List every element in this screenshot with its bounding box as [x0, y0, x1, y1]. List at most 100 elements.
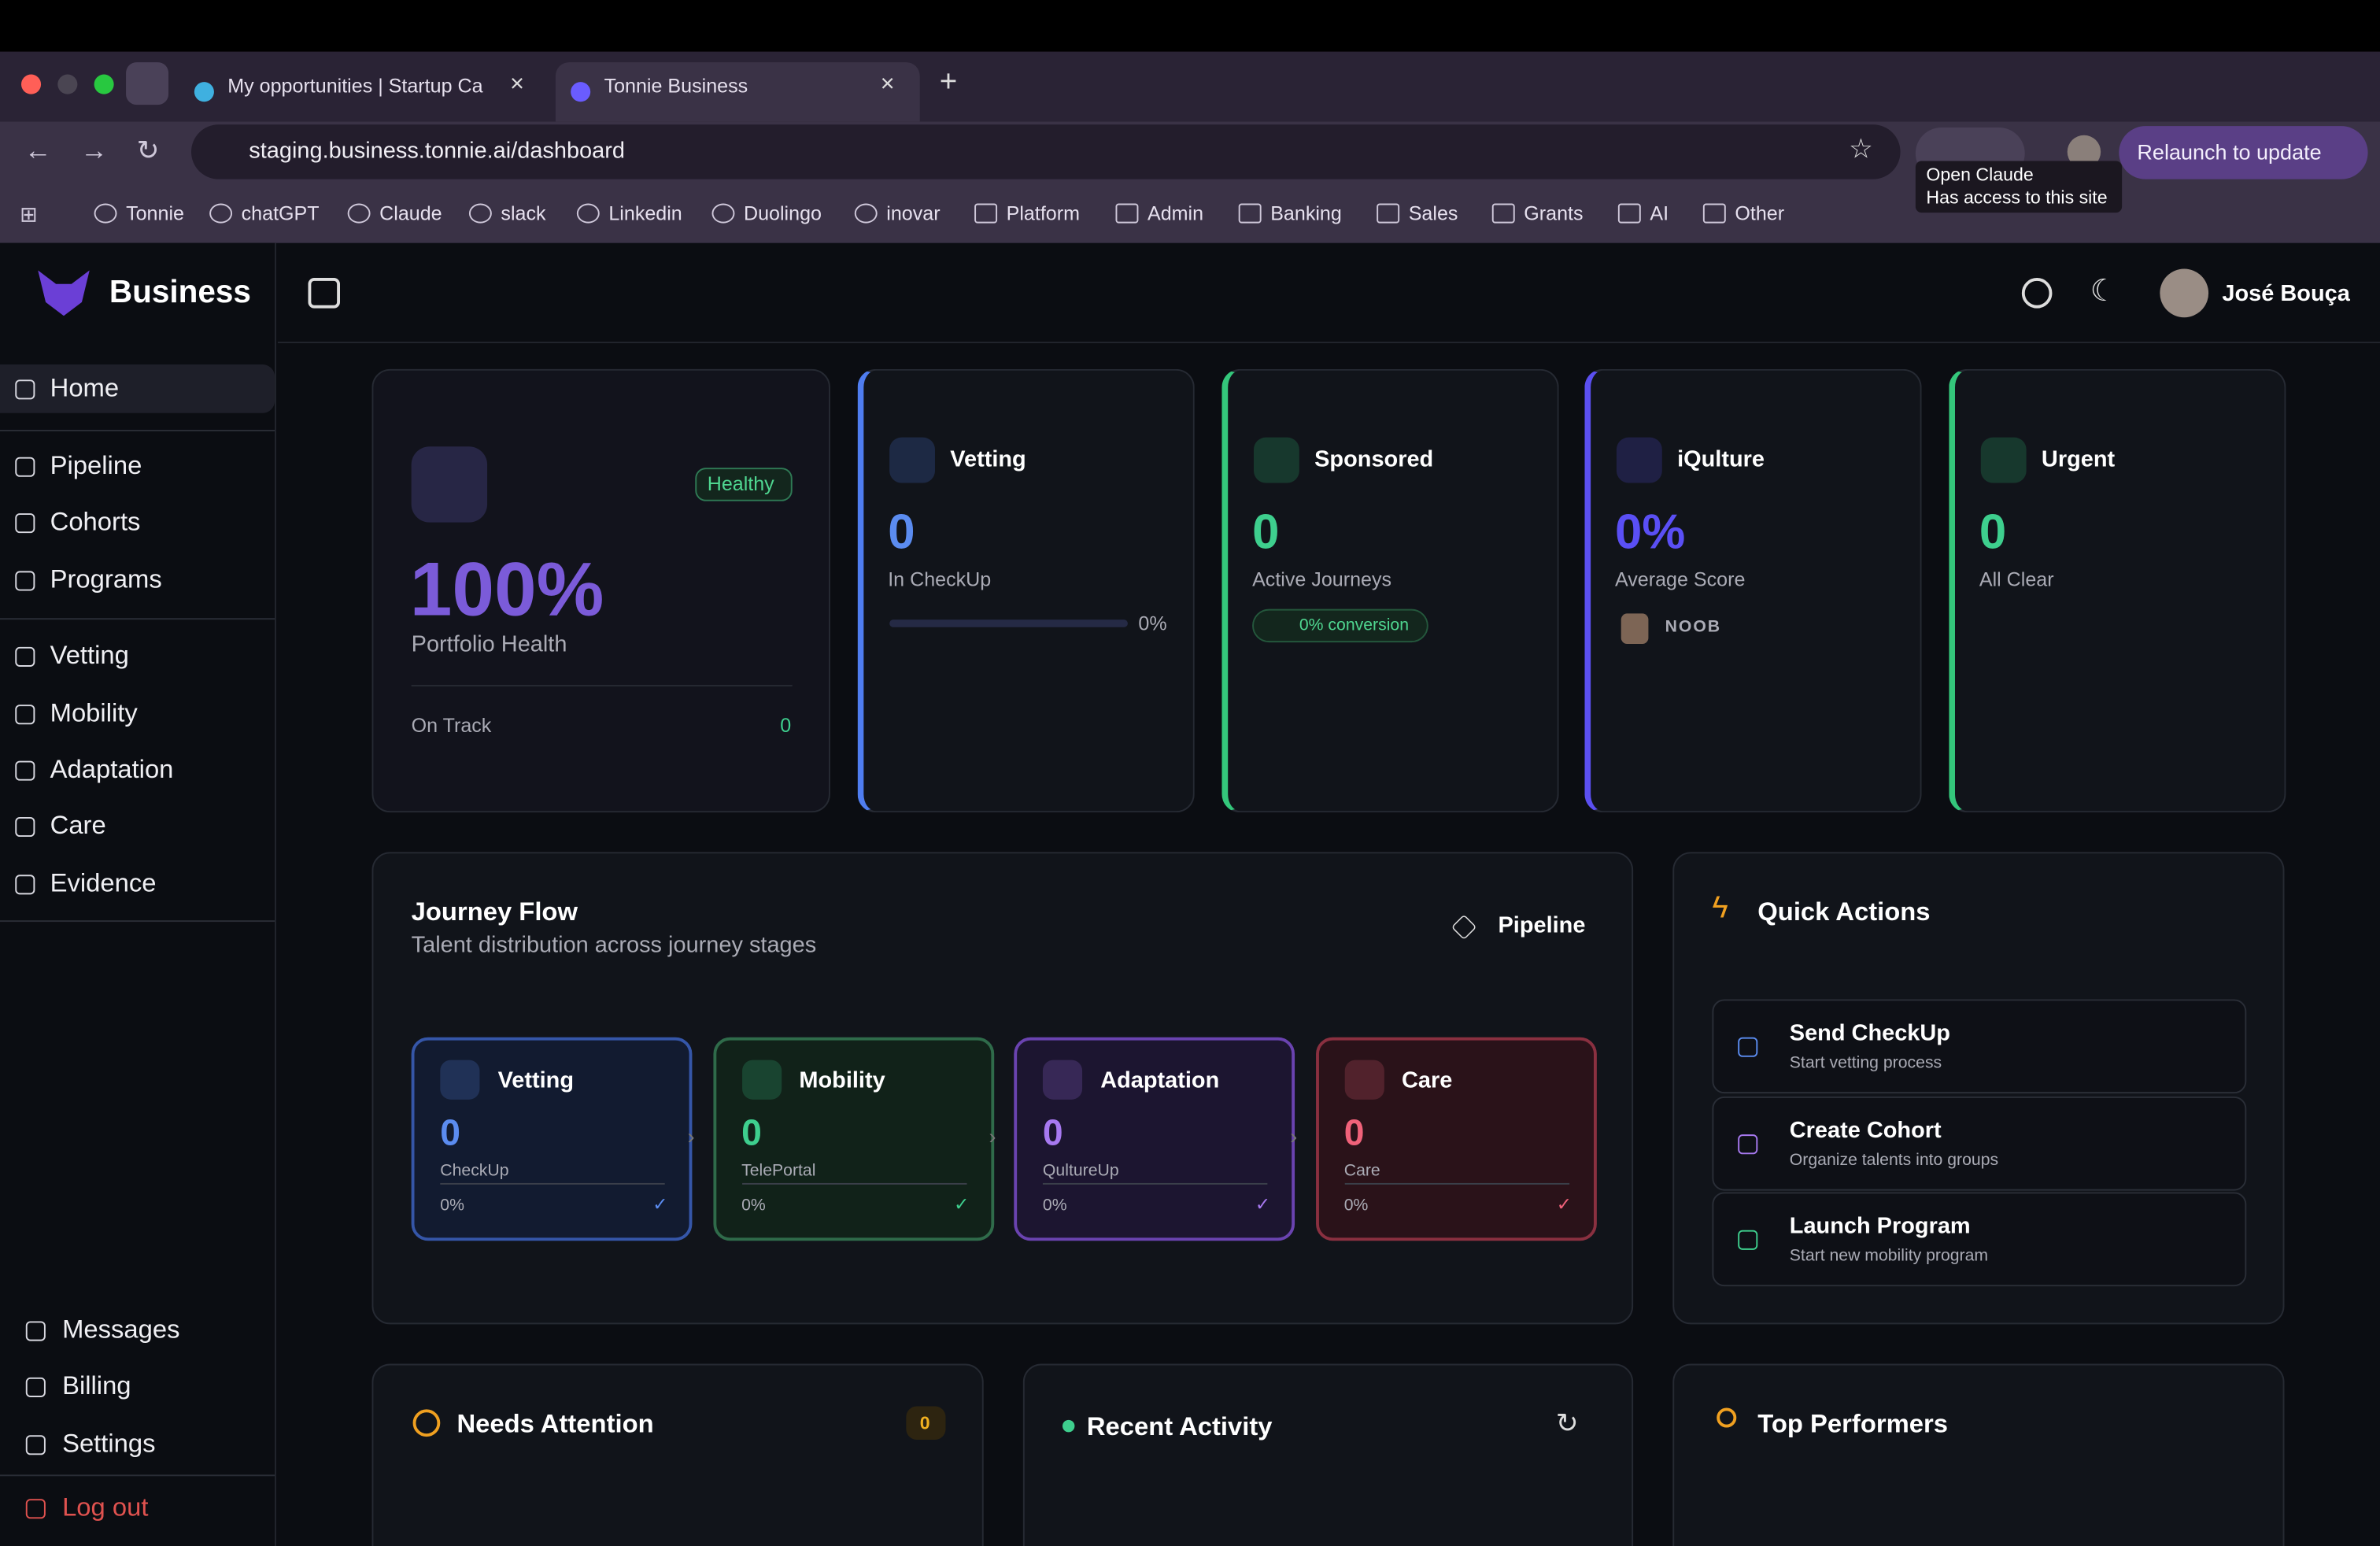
- tab-close[interactable]: ×: [880, 71, 895, 98]
- tooltip: Open Claude Has access to this site: [1915, 161, 2123, 213]
- apps-icon[interactable]: ⊞: [20, 202, 38, 227]
- bookmark-label: Sales: [1408, 202, 1458, 225]
- tab[interactable]: Tonnie Business ×: [555, 62, 920, 122]
- quick-action[interactable]: Launch Program Start new mobility program: [1712, 1192, 2247, 1287]
- stage-divider: [1343, 1182, 1569, 1185]
- rank-text: NOOB: [1665, 618, 1721, 637]
- pipeline-icon[interactable]: [1451, 914, 1477, 941]
- stage-card[interactable]: Care 0 Care 0% ✓: [1315, 1037, 1596, 1241]
- nav-icon: [15, 875, 35, 895]
- logout[interactable]: Log out: [62, 1492, 149, 1522]
- quick-action[interactable]: Send CheckUp Start vetting process: [1712, 999, 2247, 1094]
- journey-subtitle: Talent distribution across journey stage…: [411, 932, 817, 959]
- theme-button[interactable]: ☾: [2090, 275, 2118, 309]
- bookmark-icon: [209, 203, 233, 224]
- nav-item[interactable]: Adaptation: [50, 754, 174, 784]
- nav-item[interactable]: Cohorts: [50, 507, 141, 537]
- window-button[interactable]: [94, 74, 114, 94]
- nav-item[interactable]: Messages: [62, 1315, 180, 1344]
- nav-item[interactable]: Pipeline: [50, 451, 142, 480]
- window-button[interactable]: [57, 74, 78, 94]
- performers-title: Top Performers: [1757, 1409, 1948, 1439]
- stage-title: Adaptation: [1100, 1067, 1220, 1094]
- bookmark-label: Platform: [1006, 202, 1080, 225]
- stat-icon: [1980, 437, 2027, 483]
- stat-label: Active Journeys: [1252, 568, 1392, 591]
- relaunch-button[interactable]: Relaunch to update: [2119, 126, 2368, 179]
- sidebar-toggle[interactable]: [308, 278, 340, 309]
- bookmark-icon: [576, 203, 600, 224]
- tab-close[interactable]: ×: [509, 71, 525, 98]
- stage-card[interactable]: Mobility 0 TelePortal 0% ✓: [712, 1037, 994, 1241]
- attention-title: Needs Attention: [456, 1409, 654, 1439]
- nav-button[interactable]: ↻: [136, 135, 160, 166]
- nav-icon: [15, 513, 35, 534]
- window-button[interactable]: [20, 74, 42, 94]
- bookmark-star[interactable]: ☆: [1848, 133, 1874, 165]
- nav-button[interactable]: →: [80, 135, 108, 166]
- nav-item[interactable]: Evidence: [50, 868, 157, 898]
- bookmark-label: Linkedin: [608, 202, 682, 225]
- count-text: 0: [919, 1412, 930, 1434]
- nav-item[interactable]: Billing: [62, 1371, 131, 1400]
- health-badge: [695, 468, 793, 501]
- nav-divider: [0, 920, 275, 923]
- language-button[interactable]: [2021, 278, 2053, 309]
- divider: [411, 685, 793, 687]
- stat-card: iQulture 0% Average Score NOOB: [1584, 368, 1922, 813]
- stat-title: Urgent: [2041, 446, 2116, 473]
- header: [277, 243, 2380, 344]
- url-bar[interactable]: staging.business.tonnie.ai/dashboard ☆: [190, 124, 1901, 179]
- nav-item[interactable]: Vetting: [50, 641, 129, 670]
- brand-name: Business: [109, 275, 251, 310]
- tab-icon: [571, 82, 591, 102]
- bookmark-icon: [347, 203, 371, 224]
- refresh-button[interactable]: ↻: [1555, 1407, 1579, 1439]
- stat-icon: [1616, 437, 1662, 483]
- stage-check: ✓: [954, 1193, 970, 1215]
- count-badge: [906, 1406, 946, 1440]
- pipeline-button[interactable]: Pipeline: [1498, 912, 1586, 939]
- bookmark-icon: [854, 203, 878, 224]
- nav-button[interactable]: ←: [24, 135, 52, 166]
- stage-arrow: ›: [1290, 1123, 1298, 1148]
- nav-item[interactable]: Mobility: [50, 698, 138, 728]
- stage-pct: 0%: [741, 1196, 766, 1215]
- bookmark-label: Banking: [1270, 202, 1342, 225]
- award-icon: [1717, 1407, 1737, 1428]
- bookmark-icon: [94, 203, 117, 224]
- stage-title: Care: [1402, 1067, 1453, 1094]
- nav-divider: [0, 1474, 275, 1477]
- nav-icon: [15, 457, 35, 477]
- tooltip-line: Open Claude: [1926, 164, 2034, 186]
- new-tab[interactable]: +: [939, 65, 958, 99]
- stage-divider: [1042, 1182, 1268, 1185]
- user-avatar[interactable]: [2160, 268, 2209, 318]
- action-title: Create Cohort: [1789, 1117, 1942, 1143]
- nav-item[interactable]: Home: [50, 373, 120, 403]
- bookmark-label: AI: [1650, 202, 1669, 225]
- quick-action[interactable]: Create Cohort Organize talents into group…: [1712, 1095, 2247, 1190]
- stage-check: ✓: [1255, 1193, 1271, 1215]
- stage-card[interactable]: Vetting 0 CheckUp 0% ✓: [411, 1037, 693, 1241]
- stage-title: Vetting: [497, 1067, 575, 1094]
- stage-card[interactable]: Adaptation 0 QultureUp 0% ✓: [1014, 1037, 1295, 1241]
- nav-item[interactable]: Programs: [50, 564, 162, 594]
- bookmark-icon: [711, 203, 735, 224]
- bookmark-icon: [1617, 203, 1641, 224]
- conversion-text: 0% conversion: [1299, 616, 1410, 635]
- nav-item[interactable]: Settings: [62, 1429, 156, 1459]
- user-name[interactable]: José Bouça: [2222, 280, 2350, 307]
- tab[interactable]: My opportunities | Startup Ca ×: [179, 62, 550, 121]
- health-label: Portfolio Health: [411, 631, 567, 658]
- health-icon: [411, 446, 488, 523]
- bookmark-label: chatGPT: [241, 202, 320, 225]
- stage-label: Care: [1343, 1161, 1380, 1181]
- tab-menu[interactable]: [126, 62, 169, 105]
- stat-value: 0: [1979, 504, 2007, 559]
- progress-track: [889, 620, 1128, 627]
- nav-item[interactable]: Care: [50, 811, 106, 840]
- stage-arrow: ›: [687, 1123, 695, 1148]
